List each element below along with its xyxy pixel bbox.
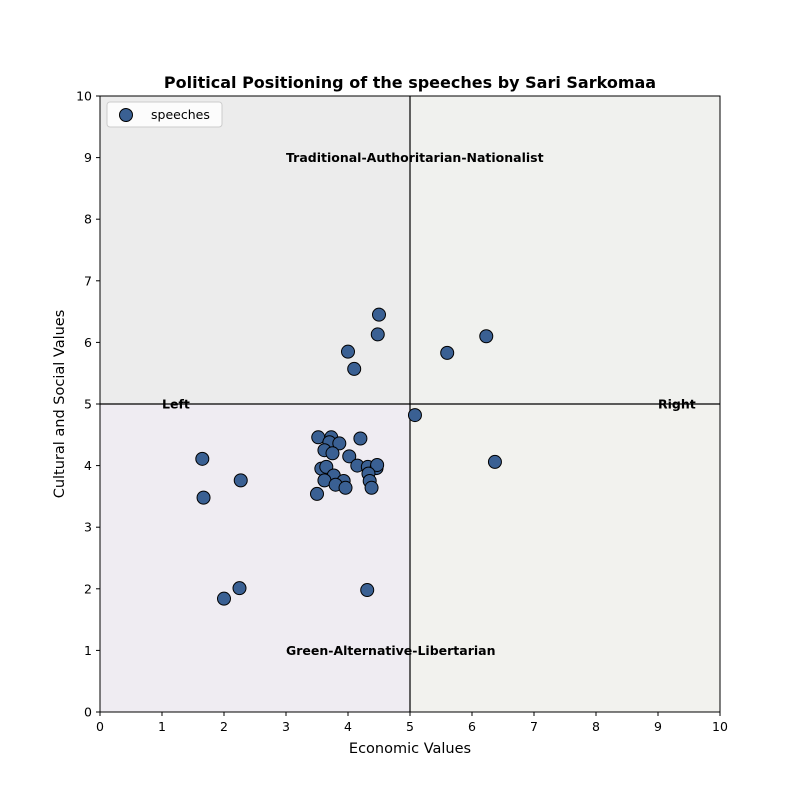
- y-tick-label: 2: [84, 581, 92, 596]
- y-tick-label: 8: [84, 212, 92, 227]
- x-tick-label: 9: [654, 719, 662, 734]
- data-point: [370, 457, 385, 472]
- y-tick-label: 1: [84, 643, 92, 658]
- quadrant-bottom-right: [410, 404, 720, 712]
- quadrant-top-left: [100, 96, 410, 404]
- x-tick-label: 8: [592, 719, 600, 734]
- data-point: [372, 307, 386, 322]
- data-point: [332, 436, 347, 451]
- y-axis-label: Cultural and Social Values: [52, 310, 68, 499]
- quadrant-labels: Traditional-Authoritarian-Nationalist Gre…: [162, 150, 696, 658]
- quadrant-annotation: Left: [162, 397, 190, 412]
- plot-frame: [99, 95, 721, 713]
- data-point: [338, 480, 353, 495]
- x-tick-label: 2: [220, 719, 228, 734]
- quadrant-annotation: Traditional-Authoritarian-Nationalist: [286, 150, 544, 165]
- y-tick-label: 6: [84, 335, 92, 350]
- data-point: [360, 583, 375, 598]
- x-tick-label: 4: [344, 719, 352, 734]
- quadrant-bottom-left: [100, 404, 410, 712]
- x-tick-label: 10: [712, 719, 728, 734]
- x-tick-label: 6: [468, 719, 476, 734]
- y-tick-label: 0: [84, 705, 92, 720]
- y-tick-label: 7: [84, 273, 92, 288]
- quadrant-backgrounds: [100, 96, 720, 712]
- chart-title: Political Positioning of the speeches by…: [164, 73, 656, 92]
- legend: speeches: [106, 101, 223, 128]
- data-point: [325, 446, 340, 461]
- x-tick-label: 1: [158, 719, 166, 734]
- legend-label: speeches: [151, 107, 210, 122]
- y-tick-label: 10: [76, 89, 92, 104]
- y-tick-label: 3: [84, 520, 92, 535]
- data-point: [347, 361, 362, 376]
- data-point: [341, 344, 355, 359]
- data-point: [440, 345, 455, 360]
- y-tick-label: 9: [84, 150, 92, 165]
- y-tick-label: 4: [84, 458, 92, 473]
- data-point: [233, 473, 248, 488]
- data-point: [310, 486, 324, 501]
- x-axis-label: Economic Values: [349, 741, 471, 757]
- x-tick-label: 0: [96, 719, 104, 734]
- x-tick-label: 5: [406, 719, 414, 734]
- data-point: [407, 408, 422, 423]
- quadrant-annotation: Green-Alternative-Libertarian: [286, 643, 496, 658]
- data-point: [370, 327, 385, 342]
- legend-box: [106, 101, 223, 128]
- quadrant-dividers: [100, 96, 720, 712]
- data-points: [195, 307, 502, 606]
- data-point: [342, 449, 357, 464]
- data-point: [479, 329, 494, 344]
- quadrant-top-right: [410, 96, 720, 404]
- x-tick-label: 3: [282, 719, 290, 734]
- data-point: [232, 581, 247, 596]
- data-point: [217, 591, 231, 606]
- legend-marker: [119, 108, 133, 122]
- data-point: [364, 480, 379, 495]
- y-tick-label: 5: [84, 397, 92, 412]
- data-point: [195, 451, 210, 466]
- x-tick-label: 7: [530, 719, 538, 734]
- data-point: [487, 454, 502, 469]
- data-point: [196, 490, 211, 505]
- axis-ticks: 0 1 2 3 4 5 6 7 8 9 10 0 1 2 3 4 5 6 7 8 9 10: [76, 89, 728, 735]
- data-point: [353, 431, 368, 446]
- quadrant-annotation: Right: [658, 397, 696, 412]
